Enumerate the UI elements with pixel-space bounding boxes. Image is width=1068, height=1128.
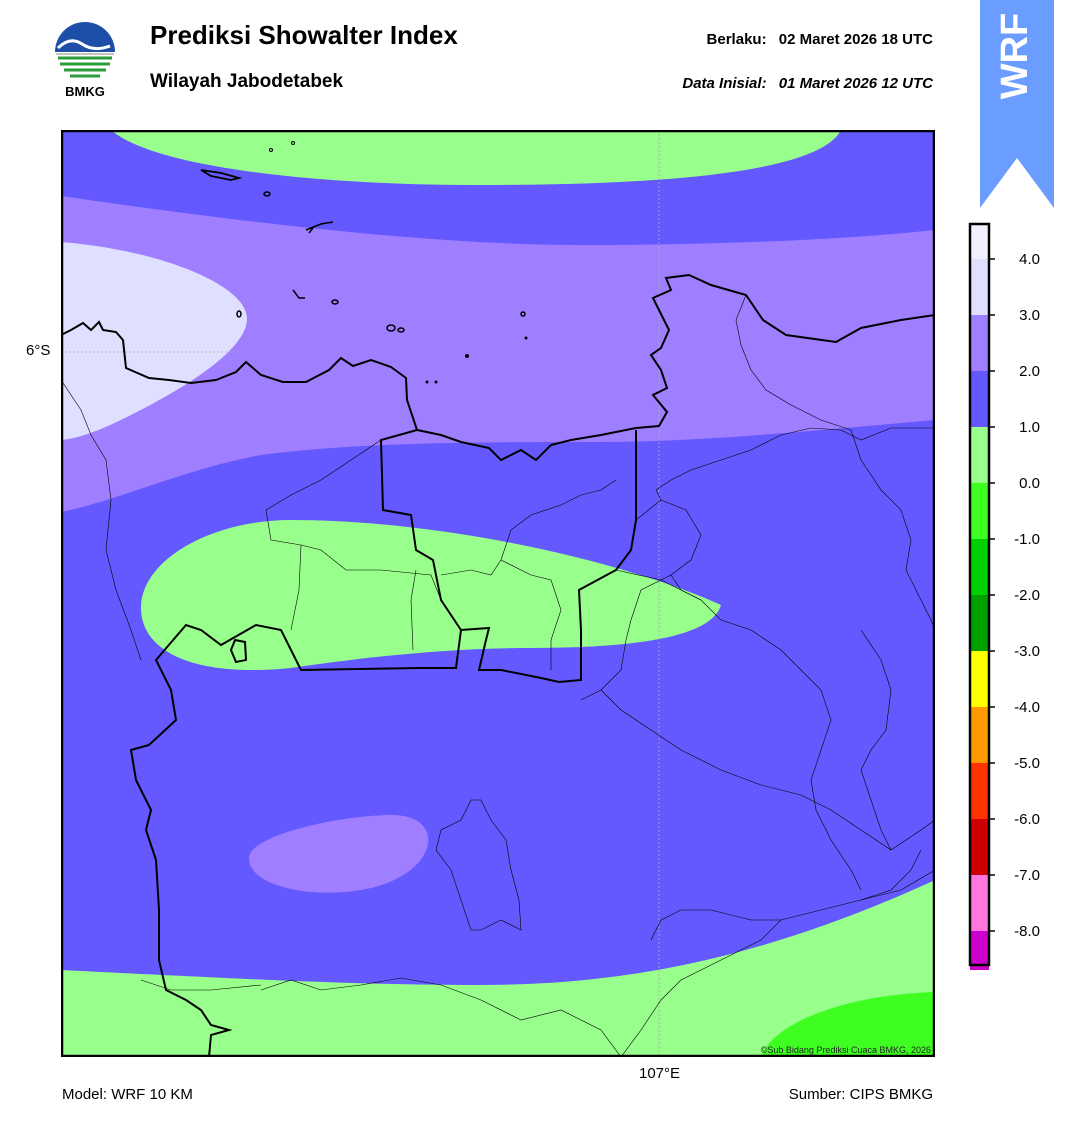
colorbar-frame — [968, 222, 991, 967]
colorbar-tick-label: -3.0 — [1014, 643, 1040, 660]
colorbar-swatch — [970, 595, 989, 651]
colorbar-swatch — [970, 427, 989, 483]
coastline — [61, 273, 935, 462]
colorbar-tick-label: -6.0 — [1014, 811, 1040, 828]
colorbar-ticks: 4.0 3.0 2.0 1.0 0.0 -1.0 -2.0 -3.0 -4.0 -5.0 -6.0 -… — [989, 251, 1040, 940]
band-2-3 — [61, 196, 935, 512]
colorbar-swatch — [970, 371, 989, 427]
island-small — [292, 289, 305, 299]
valid-label: Berlaku: — [706, 31, 767, 48]
colorbar-swatch — [970, 763, 989, 819]
band-bottom-dark-green — [761, 992, 935, 1057]
bmkg-logo — [55, 22, 115, 84]
band-top-green — [111, 130, 841, 185]
island-small — [236, 310, 242, 318]
colorbar-tick-label: -5.0 — [1014, 755, 1040, 772]
colorbar-swatch — [970, 819, 989, 875]
colorbar-swatch — [970, 315, 989, 371]
colorbar: 4.0 3.0 2.0 1.0 0.0 -1.0 -2.0 -3.0 -4.0 -5.0 -6.0 -… — [968, 222, 1040, 970]
colorbar-swatches — [970, 224, 989, 970]
valid-time: Berlaku: 02 Maret 2026 18 UTC — [707, 31, 933, 48]
island-dot — [269, 148, 273, 152]
colorbar-swatch — [970, 931, 989, 970]
init-time: Data Inisial: 01 Maret 2026 12 UTC — [682, 75, 933, 92]
lat-label: 6°S — [26, 342, 51, 359]
colorbar-tick-label: 3.0 — [1019, 307, 1040, 324]
island-small — [331, 299, 339, 305]
band-lower-2-3 — [249, 815, 429, 893]
page-subtitle: Wilayah Jabodetabek — [150, 71, 344, 92]
page-title: Prediksi Showalter Index — [150, 20, 458, 50]
wrf-badge-label: WRF — [994, 13, 1036, 100]
forecast-map: ©Sub Bidang Prediksi Cuaca BMKG, 2026 — [61, 130, 935, 1057]
colorbar-tick-label: 1.0 — [1019, 419, 1040, 436]
colorbar-tick-label: -4.0 — [1014, 699, 1040, 716]
island-dot — [291, 141, 295, 145]
model-label: Model: WRF 10 KM — [62, 1086, 193, 1103]
island-north — [200, 169, 243, 181]
colorbar-tick-label: 4.0 — [1019, 251, 1040, 268]
colorbar-tick-label: 2.0 — [1019, 363, 1040, 380]
colorbar-tick-label: 0.0 — [1019, 475, 1040, 492]
regency-boundaries — [61, 294, 935, 1057]
band-3-4 — [61, 242, 248, 440]
island-small — [263, 191, 271, 197]
colorbar-tick-label: -7.0 — [1014, 867, 1040, 884]
init-label: Data Inisial: — [682, 75, 767, 92]
source-label: Sumber: CIPS BMKG — [788, 1086, 933, 1103]
colorbar-swatch — [970, 539, 989, 595]
island-small — [305, 221, 334, 234]
province-boundary — [129, 623, 462, 1057]
island-dot — [434, 380, 438, 384]
island-dot — [425, 380, 429, 384]
colorbar-swatch — [970, 875, 989, 931]
colorbar-tick-label: -8.0 — [1014, 923, 1040, 940]
colorbar-swatch — [970, 224, 989, 259]
colorbar-tick-label: -1.0 — [1014, 531, 1040, 548]
island-dot — [520, 311, 526, 317]
colorbar-swatch — [970, 259, 989, 315]
province-boundary — [229, 638, 248, 664]
band-mid-green — [141, 520, 721, 671]
colorbar-swatch — [970, 707, 989, 763]
colorbar-tick-label: -2.0 — [1014, 587, 1040, 604]
map-frame — [61, 130, 935, 1057]
colorbar-swatch — [970, 483, 989, 539]
logo-text: BMKG — [65, 84, 105, 99]
valid-value: 02 Maret 2026 18 UTC — [778, 31, 933, 48]
band-bottom-green — [61, 880, 935, 1057]
map-credit: ©Sub Bidang Prediksi Cuaca BMKG, 2026 — [761, 1045, 931, 1055]
colorbar-swatch — [970, 651, 989, 707]
island-dot — [524, 336, 528, 340]
island-dot — [465, 354, 469, 358]
wrf-badge: WRF — [980, 0, 1054, 208]
province-boundary — [379, 429, 637, 684]
init-value: 01 Maret 2026 12 UTC — [778, 75, 933, 92]
lon-label: 107°E — [639, 1065, 681, 1082]
island-small — [397, 327, 405, 333]
island-small — [386, 324, 396, 332]
